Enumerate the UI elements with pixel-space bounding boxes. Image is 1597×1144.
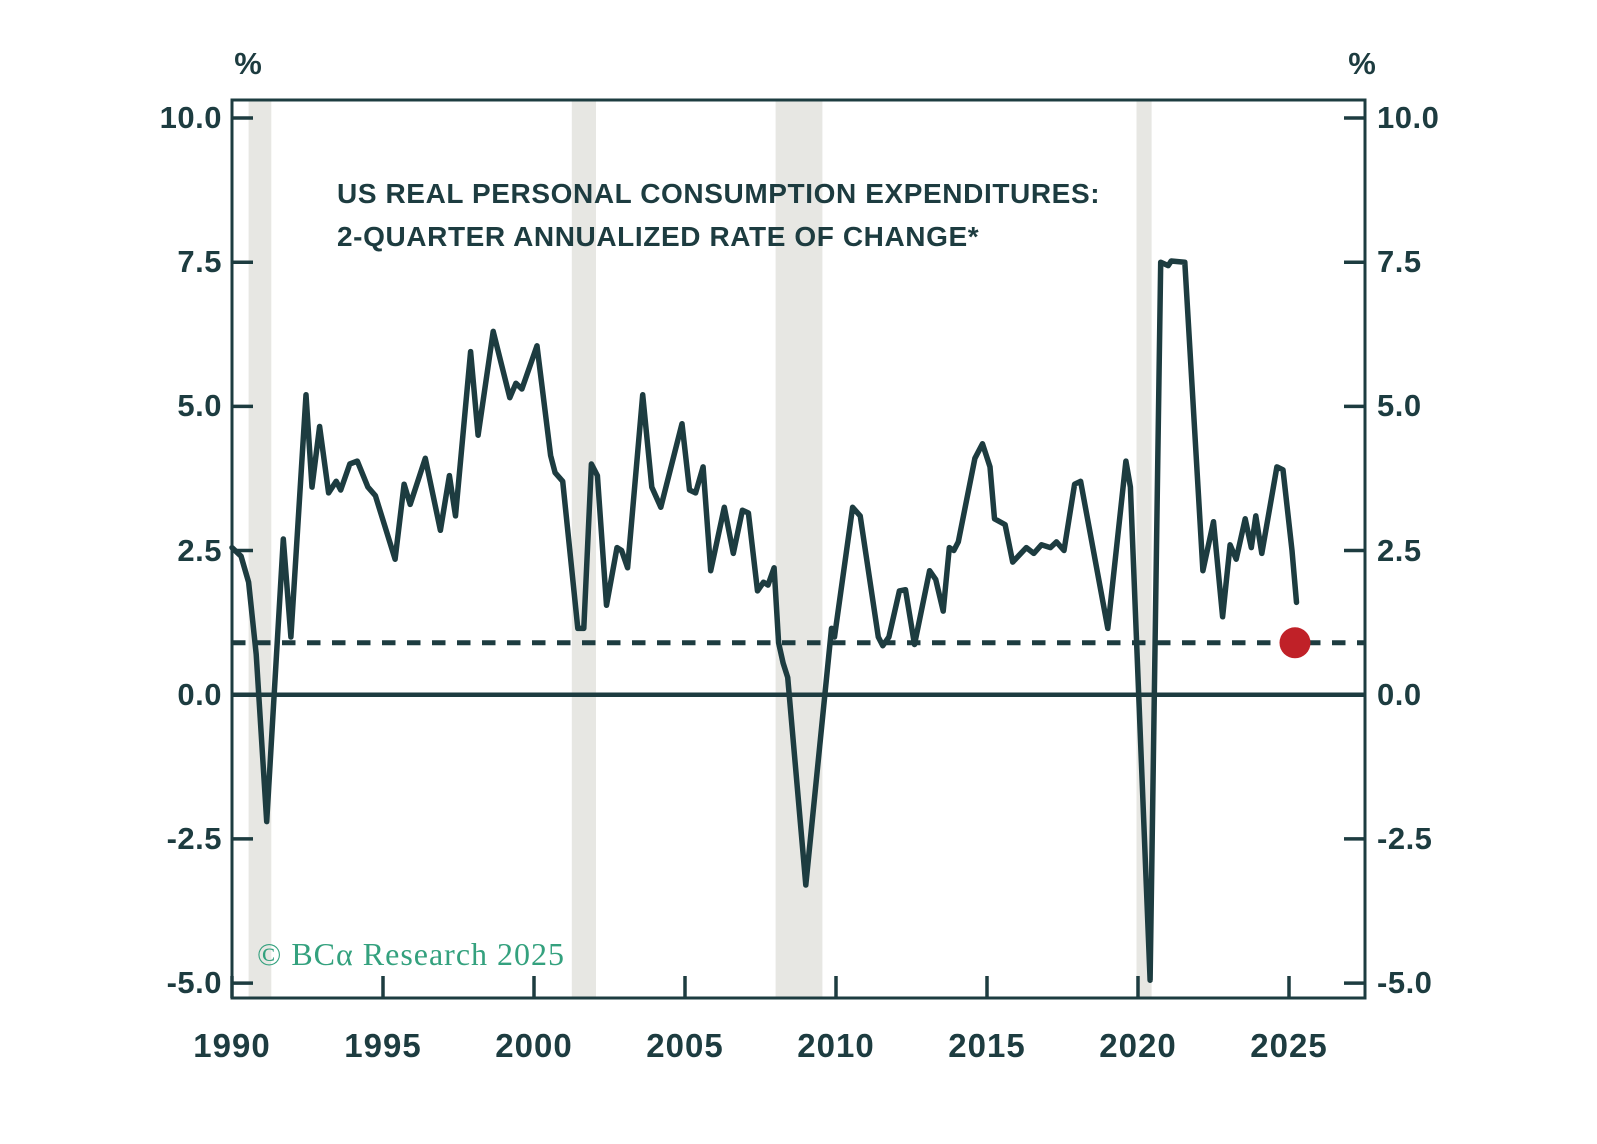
y-axis-label-left: 2.5 xyxy=(177,533,222,568)
y-axis-label-left: 7.5 xyxy=(177,244,222,279)
y-axis-label-right: -5.0 xyxy=(1377,965,1433,1000)
y-axis-label-right: 2.5 xyxy=(1377,533,1422,568)
y-axis-label-left: 10.0 xyxy=(159,100,222,135)
x-axis-label: 2015 xyxy=(948,1027,1026,1064)
y-axis-label-left: -2.5 xyxy=(166,821,222,856)
y-axis-label-left: 0.0 xyxy=(177,677,222,712)
copyright: © BCα Research 2025 xyxy=(257,936,566,972)
recession-band xyxy=(571,101,596,997)
x-axis-label: 2010 xyxy=(797,1027,875,1064)
x-axis-label: 1995 xyxy=(344,1027,422,1064)
y-axis-label-right: -2.5 xyxy=(1377,821,1433,856)
y-axis-label-right: 7.5 xyxy=(1377,244,1422,279)
y-axis-label-right: 5.0 xyxy=(1377,388,1422,423)
y-axis-label-right: 0.0 xyxy=(1377,677,1422,712)
x-axis-label: 2005 xyxy=(646,1027,724,1064)
data-line xyxy=(229,258,1300,983)
chart-title-line-1: US REAL PERSONAL CONSUMPTION EXPENDITURE… xyxy=(337,178,1101,209)
x-axis-label: 2000 xyxy=(495,1027,573,1064)
x-axis-label: 2025 xyxy=(1250,1027,1328,1064)
y-axis-unit-left: % xyxy=(234,46,262,81)
y-axis-label-left: -5.0 xyxy=(166,965,222,1000)
chart-title: US REAL PERSONAL CONSUMPTION EXPENDITURE… xyxy=(337,172,1100,258)
y-axis-label-right: 10.0 xyxy=(1377,100,1440,135)
y-axis-label-left: 5.0 xyxy=(177,388,222,423)
x-axis-label: 2020 xyxy=(1099,1027,1177,1064)
latest-point-dot xyxy=(1279,627,1311,659)
x-axis-label: 1990 xyxy=(193,1027,271,1064)
recession-band xyxy=(775,101,823,997)
y-axis-unit-right: % xyxy=(1348,46,1376,81)
chart-title-line-2: 2-QUARTER ANNUALIZED RATE OF CHANGE* xyxy=(337,221,980,252)
